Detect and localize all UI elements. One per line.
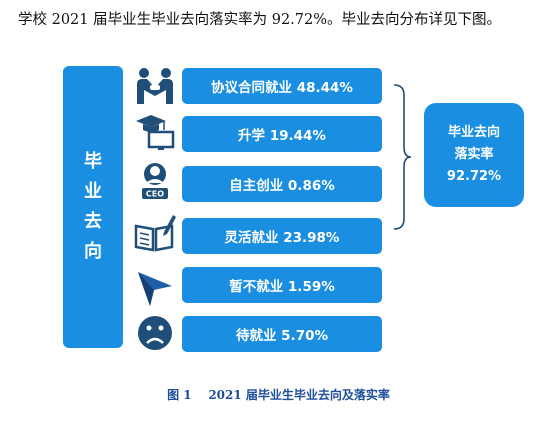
item-flexible-employment: 灵活就业 23.98% bbox=[182, 218, 382, 254]
item-not-employed-yet: 暂不就业 1.59% bbox=[182, 267, 382, 303]
grouping-bracket bbox=[393, 84, 412, 230]
placement-rate-value: 92.72% bbox=[446, 169, 502, 184]
label-char: 业 bbox=[84, 181, 102, 202]
intro-text: 学校 2021 届毕业生毕业去向落实率为 92.72%。毕业去向分布详见下图。 bbox=[18, 12, 502, 28]
item-self-employment: 自主创业 0.86% bbox=[182, 166, 382, 202]
item-awaiting-employment: 待就业 5.70% bbox=[182, 316, 382, 352]
paper-plane-icon bbox=[138, 272, 172, 306]
figure-caption: 图 1 2021 届毕业生毕业去向及落实率 bbox=[167, 388, 390, 402]
destination-label-bar: 毕 业 去 向 bbox=[63, 66, 123, 348]
open-book-pen-icon bbox=[134, 215, 176, 252]
graduation-cap-screen-icon bbox=[136, 115, 175, 150]
handshake-people-icon bbox=[137, 68, 173, 104]
item-contract-employment: 协议合同就业 48.44% bbox=[182, 68, 382, 104]
sad-face-icon bbox=[138, 316, 172, 350]
svg-text:CEO: CEO bbox=[146, 190, 164, 199]
item-further-study: 升学 19.44% bbox=[182, 116, 382, 152]
placement-rate-box: 毕业去向 落实率 92.72% bbox=[424, 103, 524, 207]
ceo-person-icon: CEO bbox=[142, 163, 168, 199]
placement-rate-label-line2: 落实率 bbox=[454, 147, 494, 162]
label-char: 去 bbox=[84, 211, 102, 232]
placement-rate-label-line1: 毕业去向 bbox=[447, 125, 500, 140]
label-char: 毕 bbox=[84, 151, 102, 172]
label-char: 向 bbox=[84, 241, 102, 262]
